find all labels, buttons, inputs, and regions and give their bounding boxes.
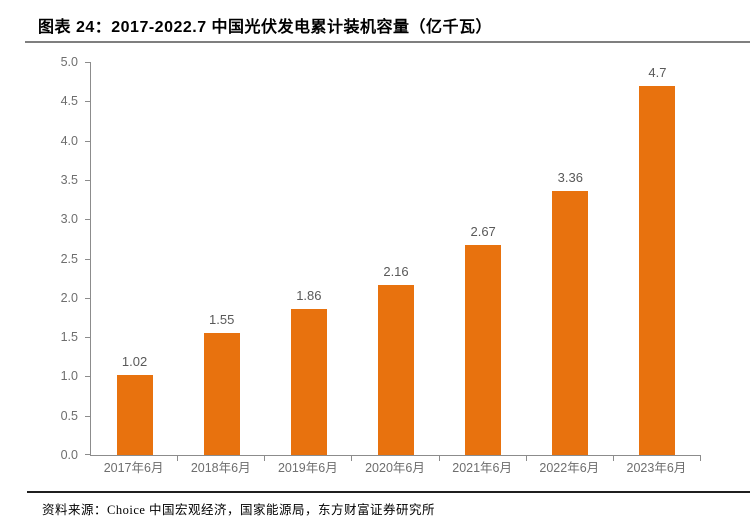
bar: [378, 285, 414, 455]
source-text: Choice 中国宏观经济，国家能源局，东方财富证券研究所: [107, 503, 436, 517]
x-tick-mark: [351, 456, 353, 461]
y-tick-label: 2.0: [60, 290, 78, 305]
y-tick-mark: [85, 101, 90, 103]
x-tick-mark: [612, 456, 614, 461]
x-tick-label: 2017年6月: [103, 461, 164, 475]
y-axis-labels: 0.0 0.5 1.0 1.5 2.0 2.5 3.0 3.5 4.0 4.5 5.0: [0, 55, 84, 462]
y-tick-mark: [85, 140, 90, 142]
bar-value-label: 1.02: [121, 354, 148, 369]
bar: [465, 245, 502, 455]
bar: [639, 86, 676, 455]
y-tick-mark: [85, 454, 90, 455]
x-tick-mark: [264, 456, 266, 461]
y-tick-mark: [85, 337, 90, 339]
y-tick-label: 1.5: [60, 330, 78, 345]
x-tick-mark: [438, 456, 440, 461]
y-tick-mark: [85, 415, 90, 417]
y-tick-label: 0.5: [60, 408, 78, 423]
source-label: 资料来源：: [42, 503, 108, 517]
bar-value-label: 4.7: [648, 65, 667, 80]
x-tick-mark: [525, 456, 527, 461]
bar: [116, 375, 153, 455]
x-tick-label: 2022年6月: [539, 461, 600, 475]
y-tick-label: 5.0: [60, 55, 78, 69]
y-tick-mark: [85, 297, 90, 299]
x-tick-label: 2023年6月: [626, 461, 687, 475]
bar: [290, 309, 327, 455]
bar-value-label: 3.36: [557, 170, 583, 185]
y-tick-label: 4.5: [60, 94, 78, 109]
footer-divider-line: [27, 491, 750, 493]
bar: [552, 191, 589, 455]
y-tick-label: 3.5: [60, 172, 78, 187]
x-tick-mark: [700, 456, 701, 461]
x-tick-label: 2019年6月: [277, 461, 338, 475]
y-tick-label: 2.5: [60, 251, 78, 266]
x-tick-label: 2020年6月: [365, 461, 425, 475]
source-note: 资料来源：Choice 中国宏观经济，国家能源局，东方财富证券研究所: [42, 499, 435, 518]
y-tick-mark: [85, 376, 90, 378]
y-tick-label: 4.0: [60, 133, 78, 148]
bar-value-label: 2.67: [470, 224, 496, 239]
bar: [203, 333, 240, 455]
x-axis-labels: 2017年6月 2018年6月 2019年6月 2020年6月 2021年6月 2022年…: [90, 459, 700, 477]
y-tick-mark: [85, 258, 90, 260]
plot-area: 1.02 1.55 1.86 2.16 2.67 3.36 4.7: [85, 62, 701, 461]
y-tick-label: 3.0: [60, 212, 78, 227]
x-tick-label: 2021年6月: [452, 461, 513, 475]
y-tick-mark: [85, 179, 90, 181]
chart-title: 图表 24：2017-2022.7 中国光伏发电累计装机容量（亿千瓦）: [38, 19, 493, 36]
y-tick-mark: [85, 62, 90, 63]
y-tick-mark: [85, 219, 90, 221]
bar-value-label: 2.16: [383, 264, 409, 279]
title-divider-line: [25, 41, 750, 43]
bar-value-label: 1.55: [209, 312, 235, 327]
y-tick-label: 0.0: [60, 448, 78, 462]
y-tick-label: 1.0: [60, 369, 78, 384]
x-tick-label: 2018年6月: [190, 461, 251, 475]
bar-value-label: 1.86: [296, 288, 322, 303]
x-tick-mark: [177, 456, 179, 461]
